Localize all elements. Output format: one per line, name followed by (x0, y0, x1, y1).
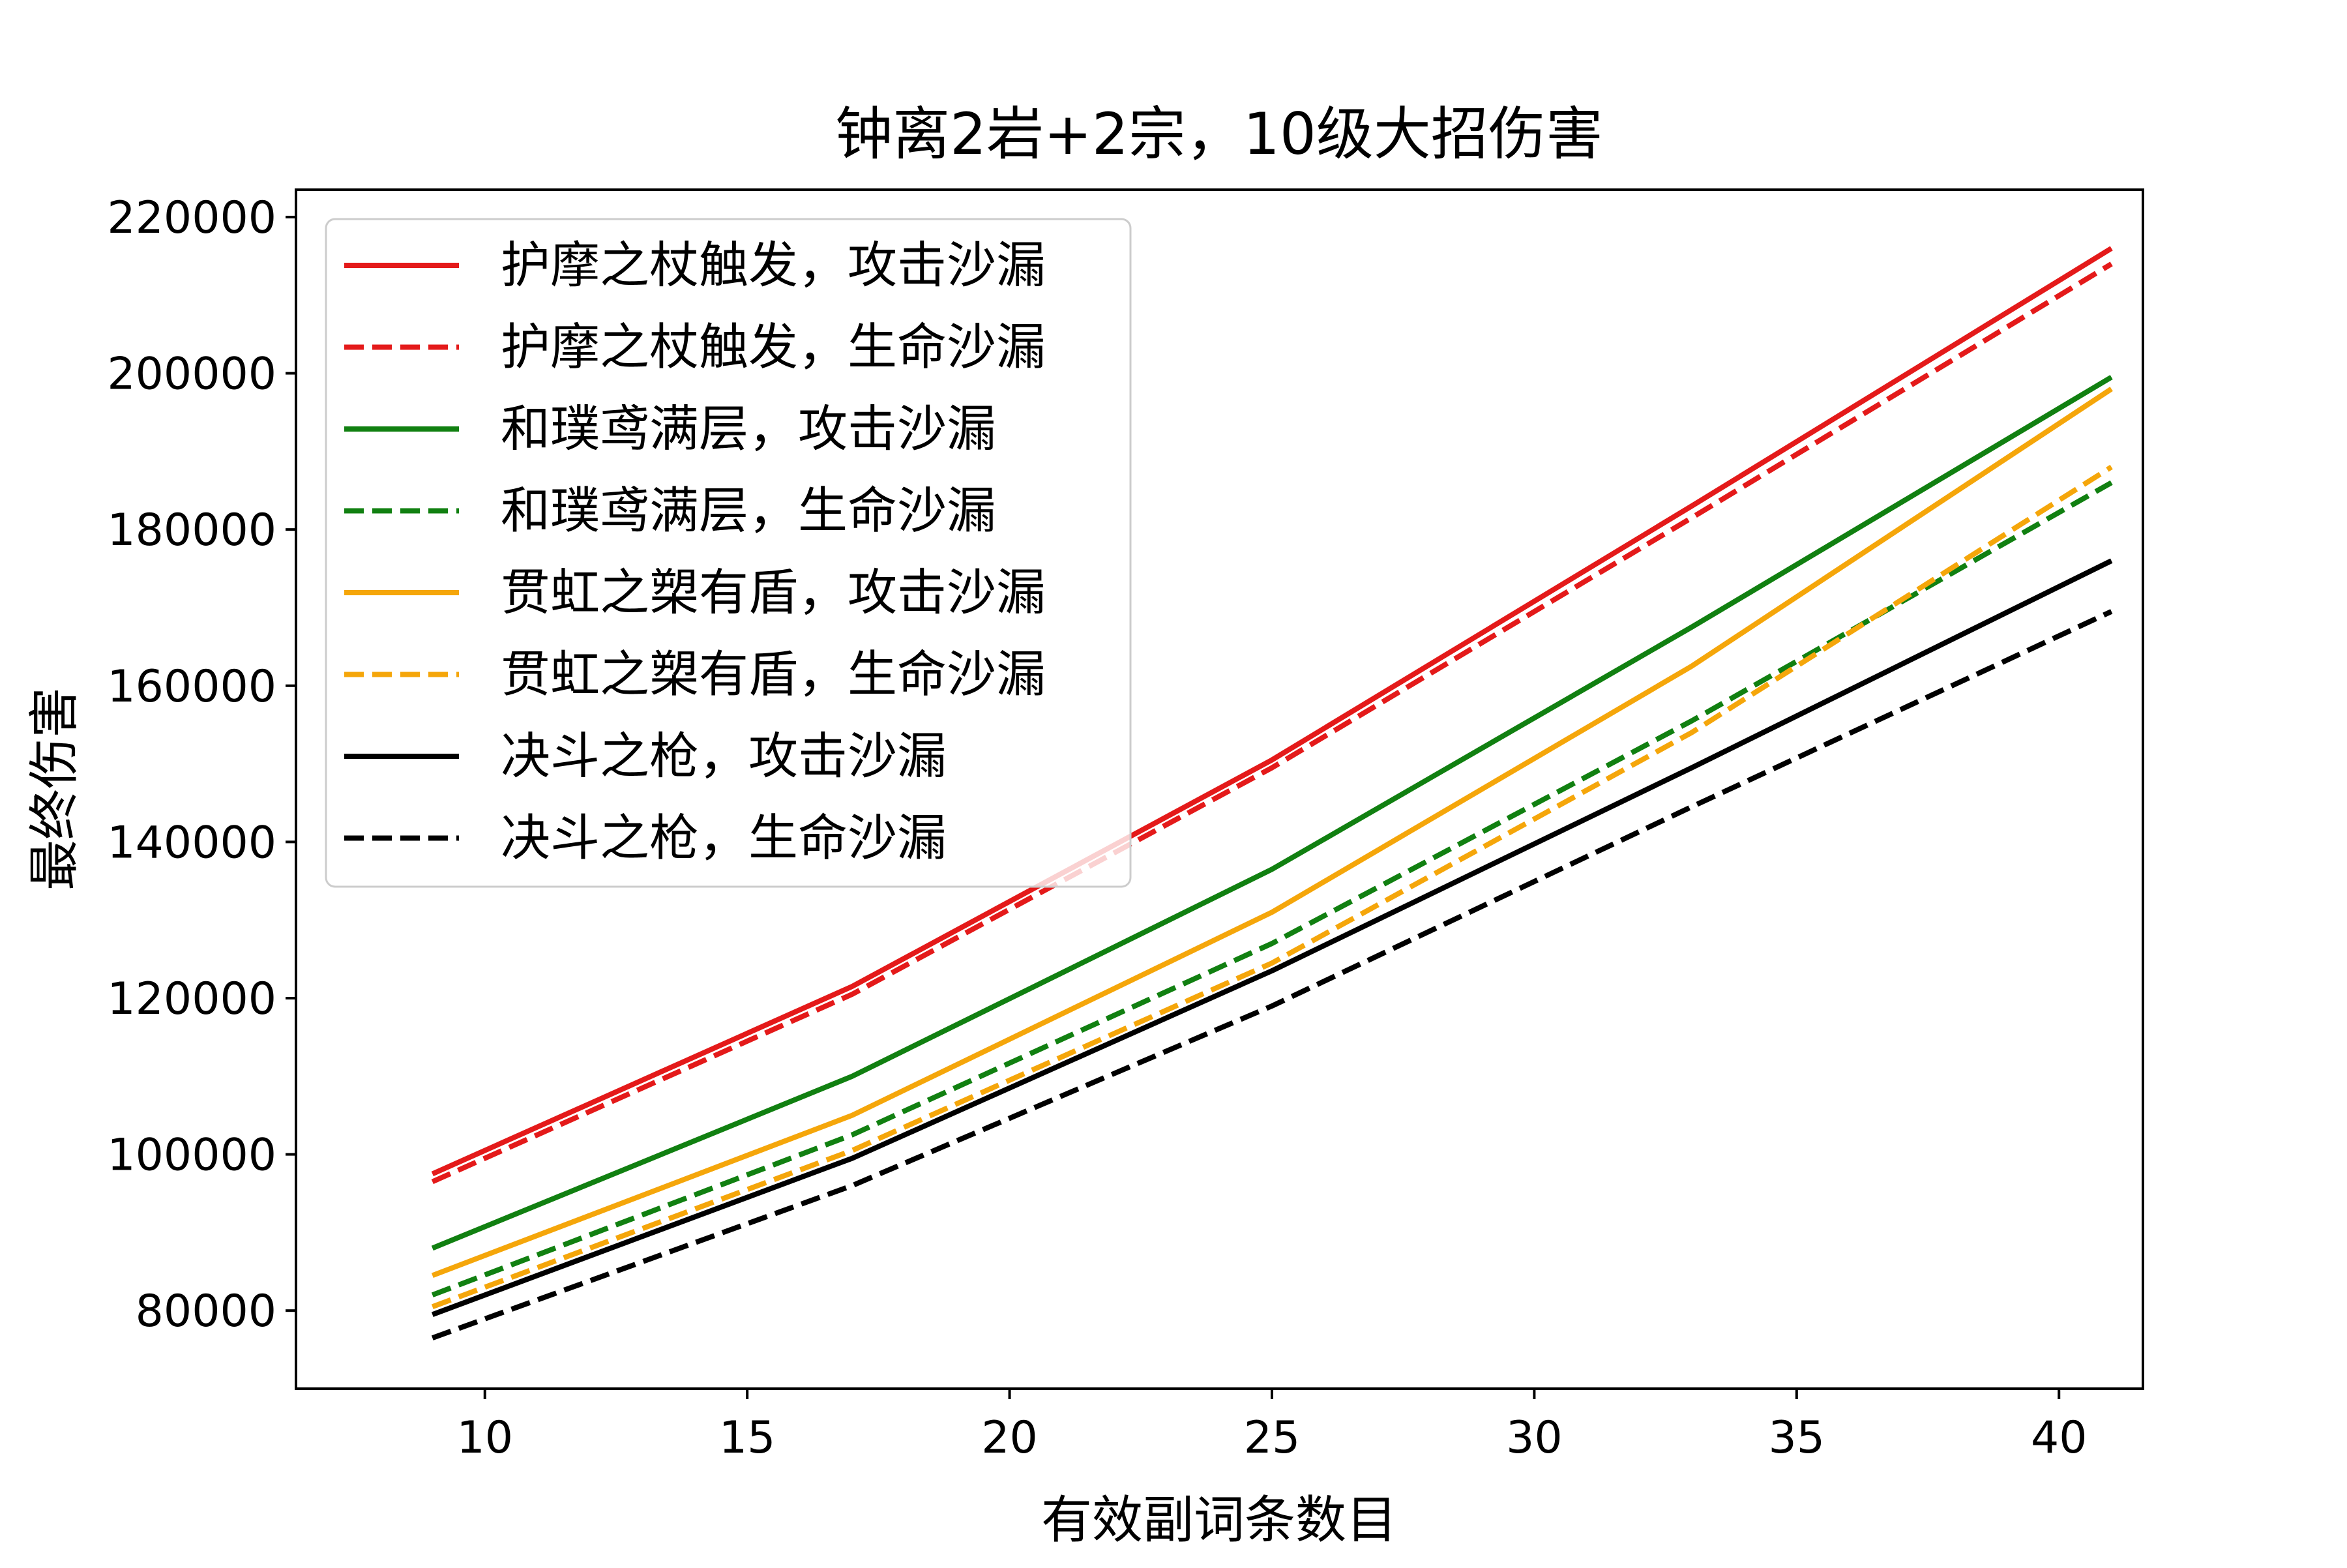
legend: 护摩之杖触发，攻击沙漏护摩之杖触发，生命沙漏和璞鸢满层，攻击沙漏和璞鸢满层，生命… (325, 218, 1132, 888)
legend-label-8: 决斗之枪，生命沙漏 (501, 809, 947, 867)
series-line-3 (431, 375, 2113, 1251)
series-line-6 (431, 464, 2113, 1309)
legend-label-5: 贯虹之槊有盾，攻击沙漏 (501, 563, 1046, 621)
y-tick-label: 80000 (136, 1286, 276, 1337)
y-axis-ticks: 80000 100000 120000 140000 160000 180000 20000… (107, 192, 296, 1337)
x-tick-label: 40 (2031, 1412, 2088, 1464)
legend-label-1: 护摩之杖触发，攻击沙漏 (501, 236, 1046, 294)
y-tick-label: 180000 (107, 505, 276, 556)
x-tick-label: 20 (981, 1412, 1038, 1464)
x-tick-label: 30 (1506, 1412, 1563, 1464)
y-tick-label: 100000 (107, 1130, 276, 1181)
x-axis-title: 有效副词条数目 (1041, 1491, 1397, 1550)
legend-label-2: 护摩之杖触发，生命沙漏 (501, 318, 1046, 376)
y-tick-label: 120000 (107, 973, 276, 1025)
x-tick-label: 25 (1244, 1412, 1301, 1464)
legend-items: 护摩之杖触发，攻击沙漏护摩之杖触发，生命沙漏和璞鸢满层，攻击沙漏和璞鸢满层，生命… (344, 236, 1046, 867)
legend-label-6: 贯虹之槊有盾，生命沙漏 (501, 645, 1046, 703)
y-tick-label: 220000 (107, 192, 276, 244)
plot-frame (295, 188, 2144, 1390)
y-tick-label: 200000 (107, 349, 276, 400)
series-line-5 (431, 387, 2113, 1279)
y-tick-label: 140000 (107, 817, 276, 868)
chart-title: 钟离2岩+2宗，10级大招伤害 (835, 100, 1603, 168)
series-line-7 (431, 558, 2113, 1317)
x-axis-ticks: 10 15 20 25 30 35 40 (456, 1389, 2087, 1464)
legend-label-7: 决斗之枪，攻击沙漏 (501, 727, 947, 785)
x-tick-label: 35 (1769, 1412, 1825, 1464)
series-lines (431, 246, 2113, 1340)
legend-label-3: 和璞鸢满层，攻击沙漏 (501, 400, 996, 458)
x-tick-label: 15 (719, 1412, 776, 1464)
x-tick-label: 10 (456, 1412, 513, 1464)
series-line-1 (431, 246, 2113, 1177)
legend-box (325, 218, 1132, 888)
legend-label-4: 和璞鸢满层，生命沙漏 (501, 482, 996, 540)
y-tick-label: 160000 (107, 661, 276, 713)
series-line-2 (431, 261, 2113, 1185)
series-line-8 (431, 609, 2113, 1340)
y-axis-title: 最终伤害 (25, 687, 84, 891)
